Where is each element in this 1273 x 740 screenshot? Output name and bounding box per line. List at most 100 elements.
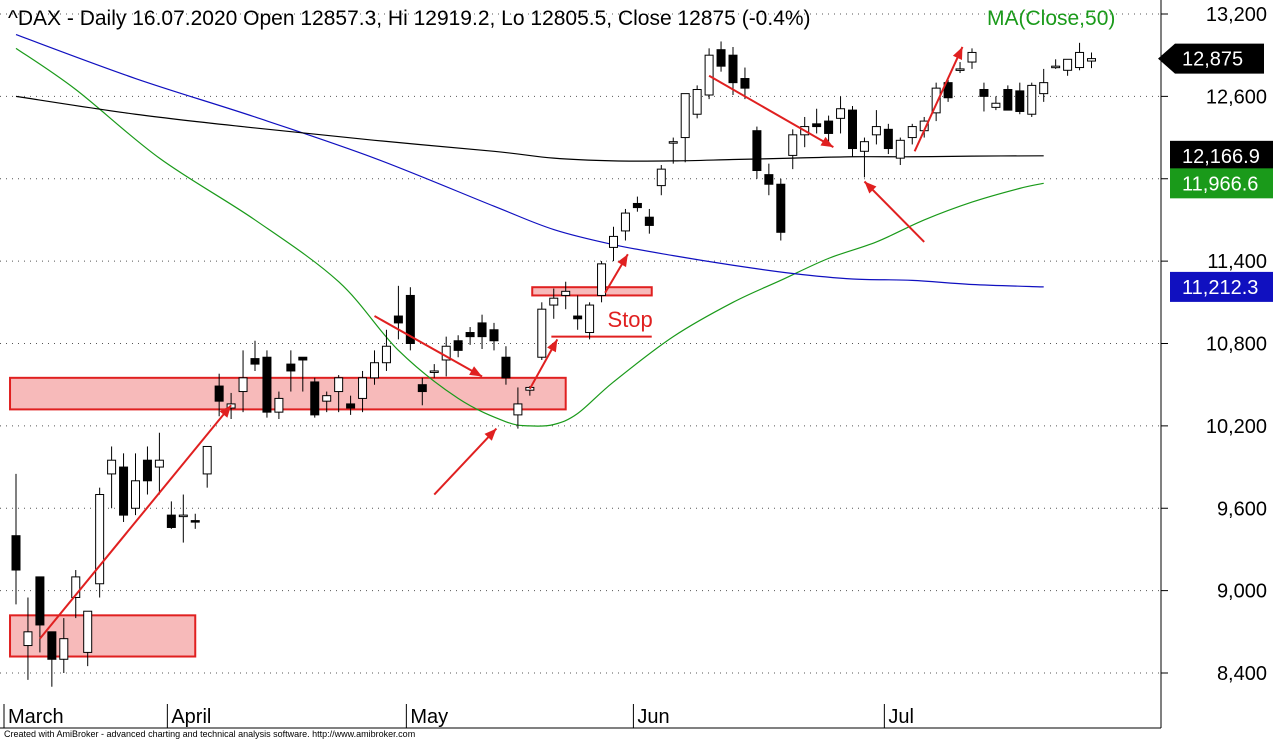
candle-body (405, 294, 415, 344)
ma-line (15, 95, 1044, 162)
candle (585, 302, 595, 340)
candle-body (23, 631, 33, 647)
arrow-head (547, 339, 558, 353)
candle-body (776, 183, 786, 233)
candle (262, 350, 272, 418)
candle (824, 115, 834, 144)
candle (489, 322, 499, 351)
arrow-head (469, 366, 483, 377)
candle (967, 48, 977, 69)
x-tick-label: April (171, 706, 211, 728)
candle (1003, 85, 1013, 111)
candle-body (262, 356, 272, 413)
trend-arrow (863, 180, 925, 243)
trend-arrow (604, 253, 629, 294)
moving-average-lines (15, 34, 1044, 427)
candle (632, 196, 642, 212)
y-tick-label: 12,600 (1206, 86, 1267, 108)
candle-body (190, 520, 200, 523)
ma-legend: MA(Close,50) (987, 7, 1115, 30)
candle (11, 473, 21, 605)
candle (465, 327, 475, 345)
candle (238, 350, 248, 413)
candle-body (1015, 90, 1025, 112)
zone-box (531, 286, 653, 297)
candle (573, 295, 583, 330)
candle-body (202, 445, 212, 475)
trend-arrow (913, 46, 964, 152)
candle (202, 445, 212, 488)
candle (871, 110, 881, 145)
candle (429, 364, 439, 378)
trend-arrow (528, 338, 559, 390)
candle (561, 281, 571, 310)
candle-body (453, 340, 463, 351)
candle (620, 208, 630, 241)
trend-arrows (39, 46, 964, 640)
candle (119, 453, 129, 522)
candle-body (752, 130, 762, 172)
candle (214, 373, 224, 417)
candle (979, 82, 989, 112)
candle-body (381, 345, 391, 364)
candle-body (358, 377, 368, 399)
candle (692, 85, 702, 119)
candle-body (561, 290, 571, 296)
candle (656, 165, 666, 196)
candle (346, 395, 356, 415)
candle (142, 446, 152, 495)
trend-arrow (433, 427, 498, 496)
y-tick-label: 9,600 (1217, 498, 1267, 520)
y-tick-label: 10,800 (1206, 334, 1267, 356)
candle (47, 631, 57, 687)
candle-body (417, 384, 427, 393)
badge-label: 11,212.3 (1182, 277, 1258, 299)
candle-body (178, 514, 188, 518)
arrow-head (864, 181, 877, 194)
candle (166, 501, 176, 529)
candle (788, 129, 798, 170)
trend-arrow (39, 404, 232, 640)
candle-body (1027, 84, 1037, 115)
candle-body (1003, 89, 1013, 111)
y-tick-label: 9,000 (1217, 581, 1267, 603)
candle-body (429, 370, 439, 373)
candle-body (238, 377, 248, 393)
candle-body (788, 134, 798, 156)
candle-body (668, 141, 678, 144)
y-tick-label: 10,200 (1206, 416, 1267, 438)
candle (513, 387, 523, 429)
candle-body (585, 304, 595, 334)
candle-body (346, 403, 356, 409)
candle (1051, 59, 1061, 69)
candle-body (967, 51, 977, 63)
candle (752, 126, 762, 179)
badge-label: 11,966.6 (1182, 173, 1258, 195)
candle-body (716, 49, 726, 67)
candle-body (274, 397, 284, 413)
badge-bg (1170, 140, 1273, 171)
candle (107, 446, 117, 509)
candle (931, 82, 941, 122)
candle (955, 62, 965, 74)
candle-body (680, 93, 690, 139)
arrow-head (484, 428, 497, 441)
candle-body (298, 356, 308, 361)
value-badges: 12,875 12,166.9 11,966.6 11,212.3 (1158, 43, 1273, 302)
candle-body (1039, 82, 1049, 95)
candle-body (393, 315, 403, 324)
candle (943, 79, 953, 102)
credit-text: Created with AmiBroker - advanced charti… (4, 729, 415, 739)
arrow-shaft (433, 427, 498, 496)
candle (477, 314, 487, 349)
candle (680, 93, 690, 163)
candle (740, 67, 750, 100)
candle (609, 226, 618, 262)
candle (59, 618, 69, 673)
candle-body (166, 514, 176, 528)
candle-body (895, 139, 905, 159)
candle-body (573, 315, 583, 320)
candle (1015, 82, 1025, 115)
arrow-shaft (708, 74, 834, 149)
